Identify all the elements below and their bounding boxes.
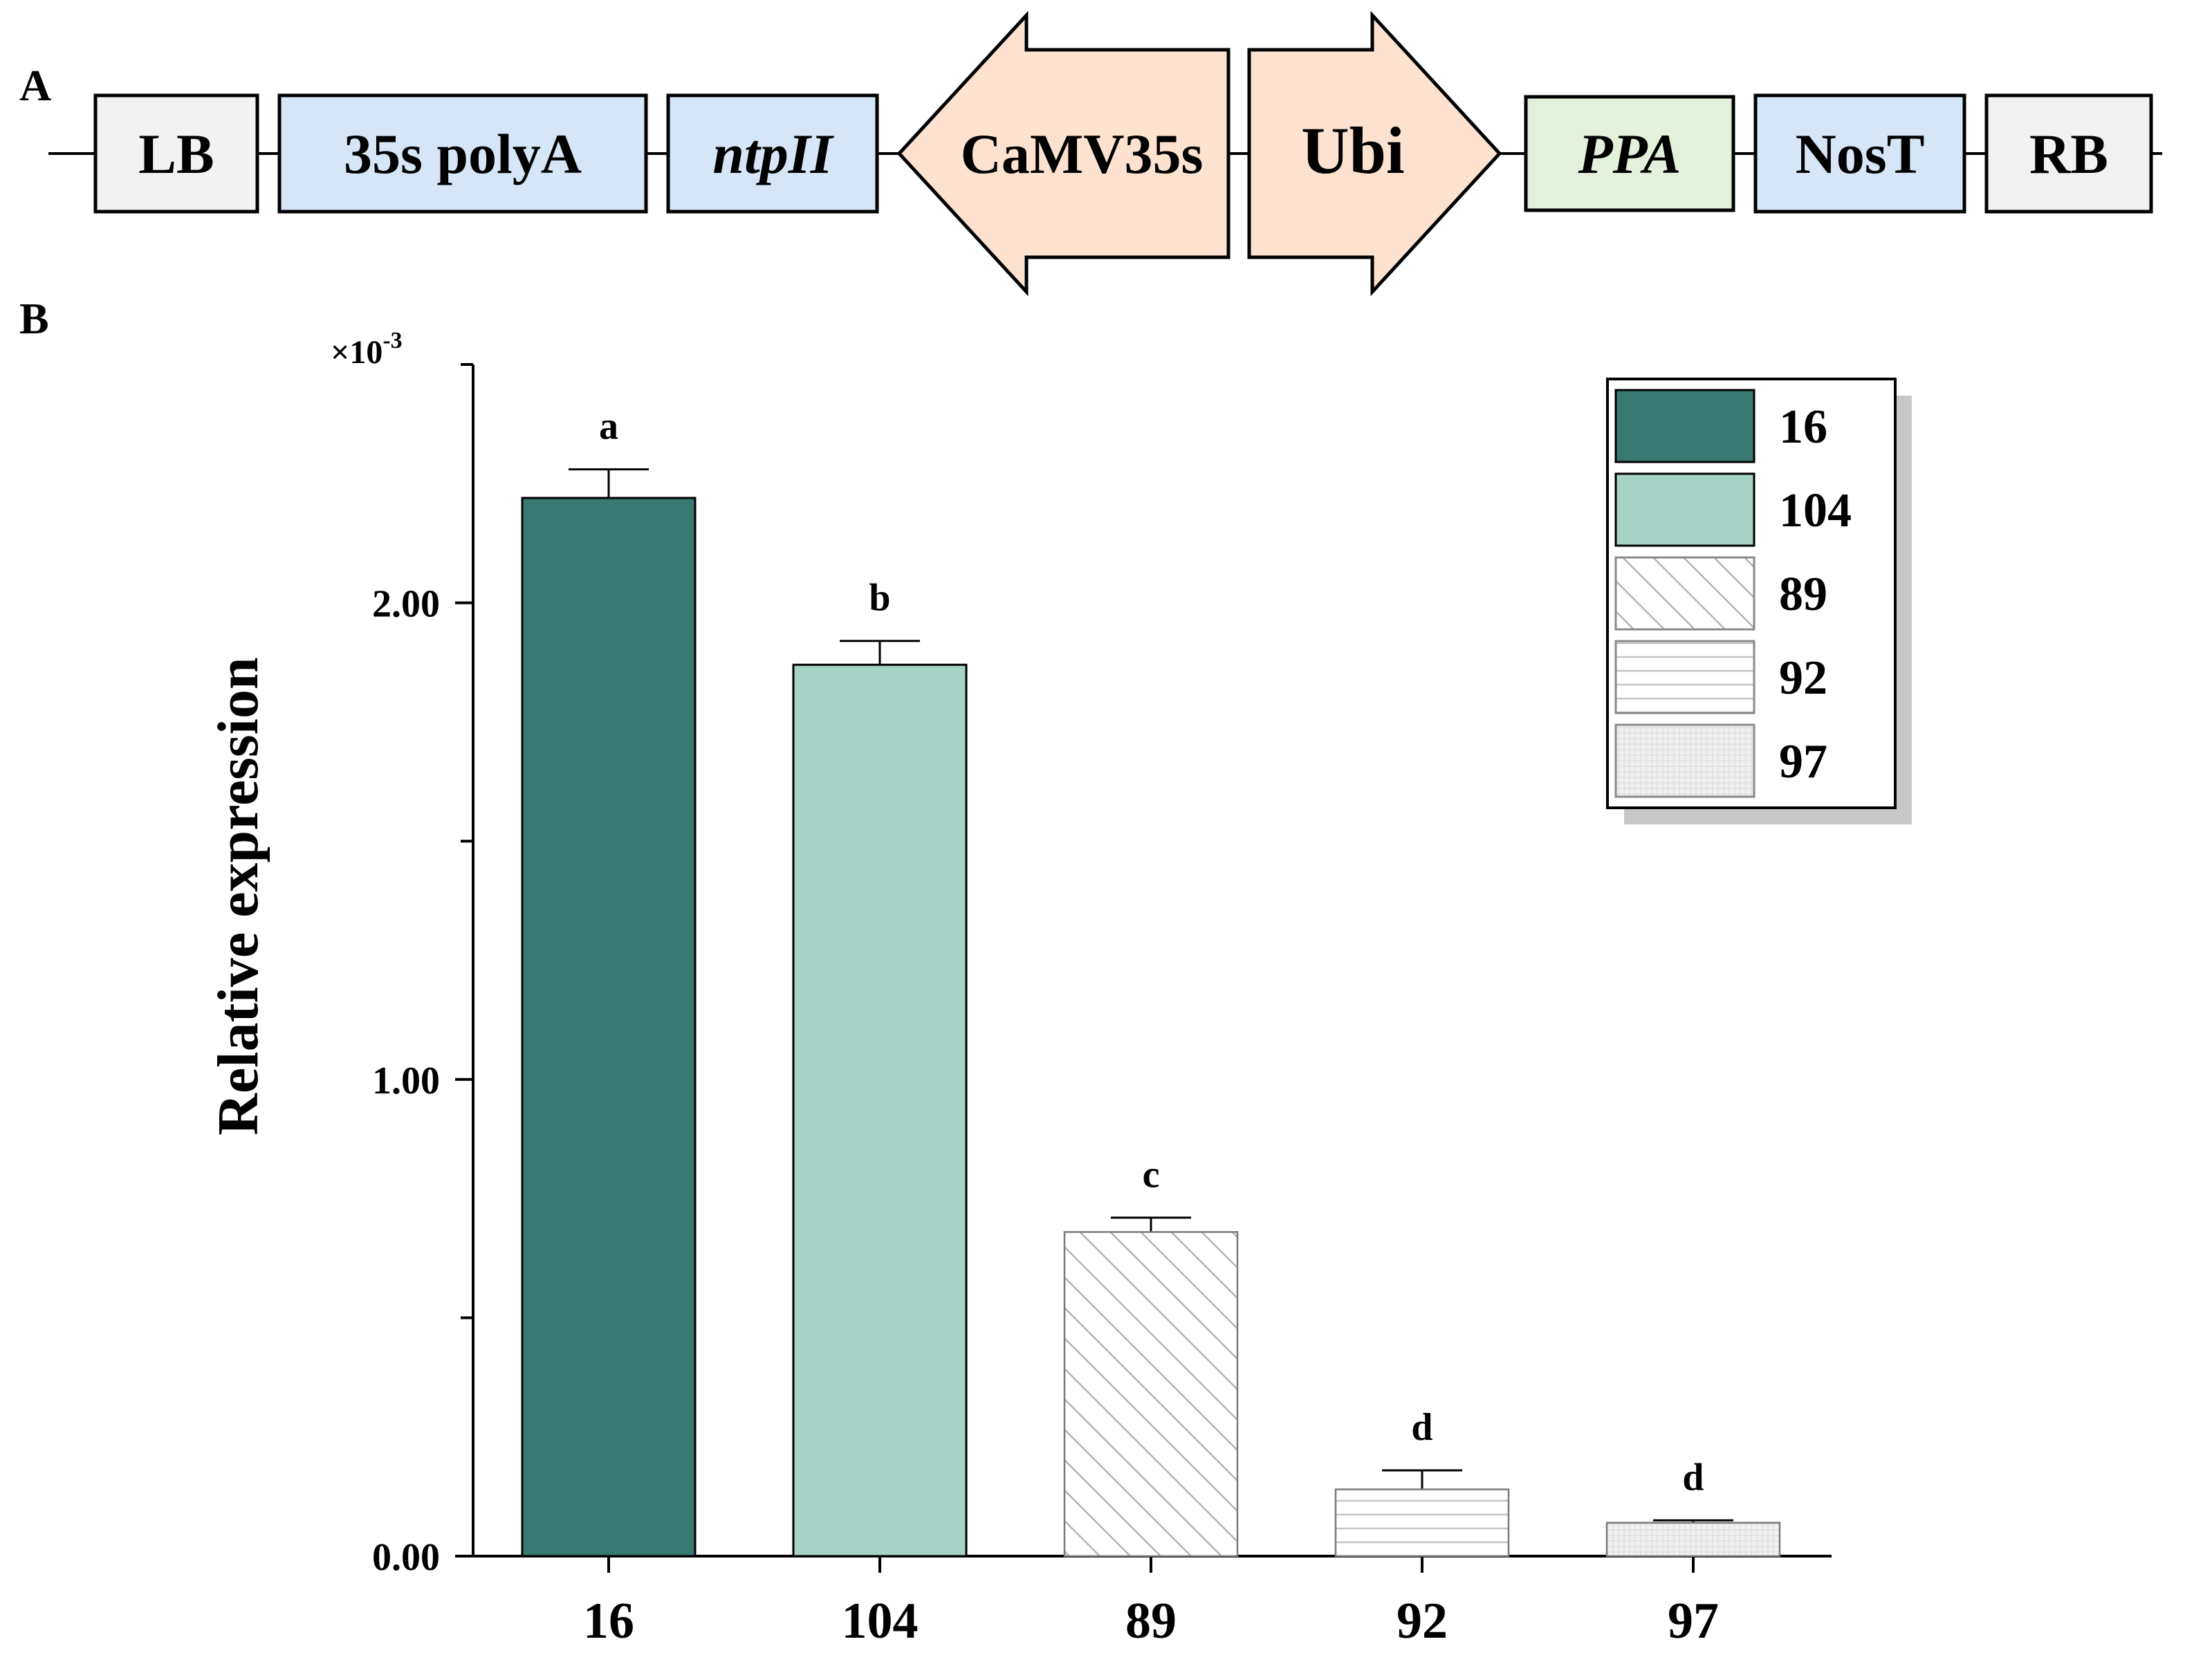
construct-label: Ubi [1301,113,1404,187]
legend-item-97: 97 [1614,723,1827,798]
x-tick-label: 97 [1668,1593,1719,1649]
legend-swatch [1614,640,1755,714]
legend-item-89: 89 [1614,556,1827,631]
legend-label: 104 [1779,484,1852,537]
legend-item-92: 92 [1614,640,1827,714]
construct-element-ntpii: ntpII [666,93,879,214]
x-tick-label: 16 [583,1593,634,1649]
legend-label: 16 [1779,400,1827,454]
bar [521,497,697,1557]
legend: 16 104 89 92 97 [1606,378,1912,824]
bar [1334,1488,1510,1557]
construct-element-35s-polya: 35s polyA [277,93,648,214]
significance-label: b [869,577,890,620]
legend-swatch [1614,723,1755,798]
gene-construct: LB 35s polyA ntpII CaMV35s Ubi PPA NosT RB [48,10,2162,297]
legend-swatch [1614,556,1755,631]
construct-element-ubi: Ubi [1247,10,1502,297]
y-tick-label: 2.00 [372,583,440,626]
x-axis: 16 104 89 92 97 [473,1555,1832,1649]
x-tick-label: 92 [1397,1593,1448,1649]
construct-label: NosT [1796,122,1925,185]
bar [1063,1231,1239,1557]
bar-group-97: d [1605,1456,1781,1557]
y-ticks: 0.00 1.00 2.00 [372,363,473,1579]
bars: a b c d d [521,405,1781,1557]
bar [1605,1522,1781,1557]
bar [792,663,968,1557]
significance-label: a [599,405,618,448]
legend-item-104: 104 [1614,472,1852,547]
construct-element-camv35s: CaMV35s [896,10,1231,297]
construct-label: ntpII [712,122,834,185]
bar-group-92: d [1334,1406,1510,1557]
legend-label: 97 [1779,735,1827,788]
bar-group-104: b [792,577,968,1557]
significance-label: d [1411,1406,1432,1449]
y-axis-multiplier: ×10-3 [331,328,403,371]
bar-group-16: a [521,405,697,1557]
construct-label: 35s polyA [344,122,582,185]
x-ticks: 16 104 89 92 97 [583,1556,1719,1649]
y-multiplier-text: ×10 [331,334,383,371]
legend-label: 89 [1779,568,1827,621]
significance-label: c [1143,1154,1160,1196]
significance-label: d [1682,1456,1704,1499]
construct-label: PPA [1578,122,1681,185]
y-tick-label: 0.00 [372,1536,440,1579]
panel-b-label: B [19,294,49,343]
panel-a-label: A [19,61,51,110]
construct-element-rb: RB [1984,93,2153,214]
construct-label: RB [2029,122,2108,185]
construct-element-nost: NosT [1753,93,1966,214]
construct-element-lb: LB [93,93,259,214]
x-tick-label: 89 [1125,1593,1177,1649]
y-axis-label: Relative expression [206,657,270,1135]
legend-swatch [1614,472,1755,547]
construct-label: CaMV35s [961,122,1204,185]
x-tick-label: 104 [842,1593,919,1649]
y-axis: 0.00 1.00 2.00 ×10-3 Relative expression [206,328,474,1579]
legend-item-16: 16 [1614,389,1827,463]
legend-label: 92 [1779,651,1827,705]
construct-element-ppa: PPA [1524,95,1735,212]
y-exponent-text: -3 [383,328,402,353]
construct-label: LB [138,122,214,185]
legend-swatch [1614,389,1755,463]
bar-group-89: c [1063,1154,1239,1557]
y-tick-label: 1.00 [372,1060,440,1102]
